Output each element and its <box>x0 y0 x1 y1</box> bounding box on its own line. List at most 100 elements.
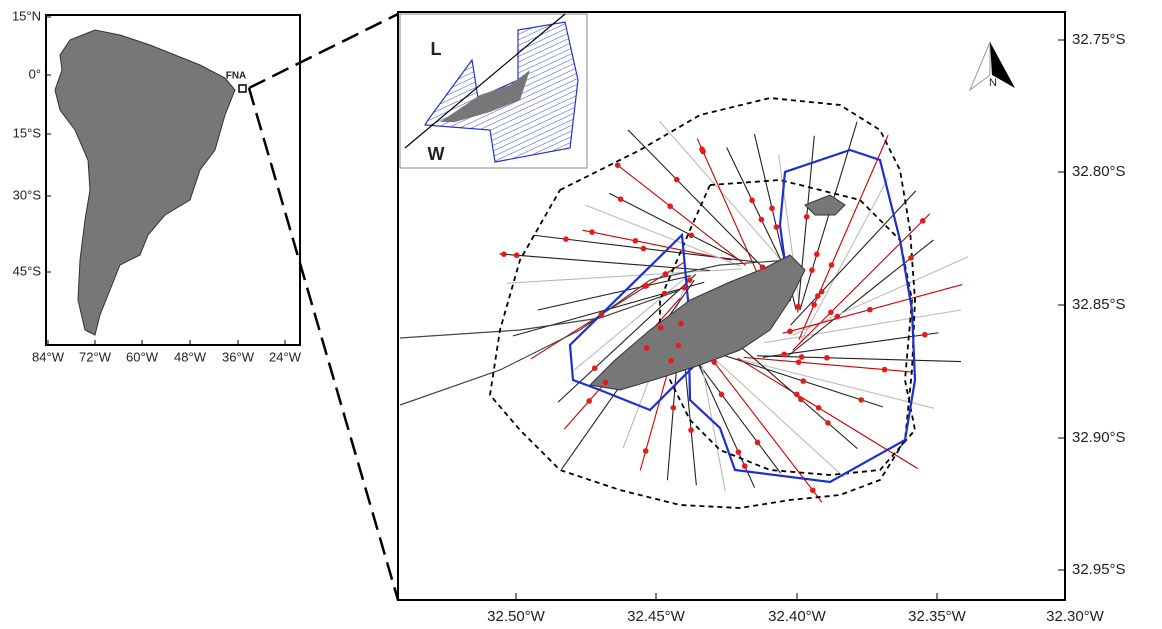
sighting <box>688 427 694 433</box>
track <box>703 348 884 408</box>
north-arrow <box>968 41 991 92</box>
sighting <box>642 283 648 289</box>
sighting <box>501 251 507 257</box>
y-tick-label: 32.85°S <box>1072 296 1126 313</box>
sighting <box>825 420 831 426</box>
track <box>726 147 786 268</box>
north-label: N <box>989 77 997 89</box>
y-tick-label: 15°S <box>13 125 42 140</box>
sighting <box>598 311 605 318</box>
track <box>585 204 741 267</box>
sighting <box>824 354 830 361</box>
y-tick-label: 15°N <box>12 8 41 23</box>
inset-label: W <box>428 144 445 164</box>
sighting <box>818 288 825 295</box>
sighting <box>814 251 820 258</box>
inset-line <box>404 13 566 149</box>
track <box>696 138 768 296</box>
track <box>499 253 710 272</box>
x-tick-label: 84°W <box>32 349 65 364</box>
sighting <box>678 320 684 327</box>
y-tick-label: 45°S <box>13 263 42 278</box>
zoom-line <box>247 87 400 601</box>
sighting <box>640 245 647 252</box>
sighting <box>617 196 624 202</box>
track <box>756 355 962 363</box>
sighting <box>795 303 802 310</box>
inset-island <box>440 70 530 122</box>
sighting <box>642 448 649 454</box>
sighting <box>814 293 821 299</box>
x-tick-label: 32.45°W <box>627 608 686 625</box>
sighting <box>686 277 693 283</box>
fna-marker <box>238 84 247 93</box>
track <box>797 135 815 313</box>
sighting <box>754 439 761 446</box>
track <box>659 121 788 268</box>
sighting <box>798 396 804 403</box>
inset-label: L <box>431 39 442 59</box>
sighting <box>787 328 793 335</box>
track <box>557 274 697 403</box>
sighting <box>711 359 718 365</box>
sighting <box>675 342 682 349</box>
fna-label: FNA <box>226 71 247 82</box>
x-tick-label: 24°W <box>269 349 302 364</box>
sighting <box>773 224 780 230</box>
track <box>792 213 931 351</box>
sighting <box>908 255 914 261</box>
sighting <box>591 365 598 371</box>
track <box>798 177 889 345</box>
sighting <box>643 345 650 351</box>
x-tick-label: 32.40°W <box>768 608 827 625</box>
sighting <box>662 271 669 277</box>
sighting <box>749 197 755 204</box>
sighting <box>759 264 766 270</box>
sighting <box>769 205 775 212</box>
sighting <box>781 351 787 358</box>
sighting <box>834 313 841 320</box>
protected-area <box>568 148 917 484</box>
sighting <box>919 218 926 224</box>
sighting <box>673 176 680 183</box>
zoom-line <box>248 12 399 90</box>
south-america <box>54 29 236 336</box>
sighting <box>632 238 639 244</box>
sighting <box>867 306 873 313</box>
y-tick-label: 32.90°S <box>1072 429 1126 446</box>
track <box>799 121 858 311</box>
x-tick-label: 48°W <box>174 349 207 364</box>
sighting <box>858 397 865 403</box>
north-arrow <box>990 42 1015 88</box>
track <box>399 289 681 339</box>
sighting <box>667 203 673 210</box>
sighting <box>922 331 928 338</box>
sighting <box>668 357 674 364</box>
track <box>399 259 791 406</box>
track <box>582 229 732 261</box>
sighting <box>661 290 668 297</box>
track <box>790 190 917 326</box>
outer-boundary <box>489 97 916 509</box>
track <box>705 350 823 503</box>
sighting <box>809 267 815 273</box>
sighting <box>699 146 705 153</box>
sighting <box>881 366 888 373</box>
sighting <box>809 487 816 494</box>
track <box>574 274 690 371</box>
track <box>506 268 743 284</box>
x-tick-label: 32.30°W <box>1046 608 1105 625</box>
sighting <box>614 162 621 169</box>
sighting <box>815 405 822 411</box>
x-tick-label: 32.50°W <box>487 608 546 625</box>
island <box>588 254 806 391</box>
track <box>763 309 962 344</box>
track <box>616 163 746 266</box>
y-tick-label: 32.75°S <box>1072 31 1126 48</box>
islet <box>804 194 846 216</box>
track <box>713 357 845 478</box>
sighting <box>811 301 817 308</box>
x-tick-label: 36°W <box>222 349 255 364</box>
sighting <box>589 229 595 235</box>
